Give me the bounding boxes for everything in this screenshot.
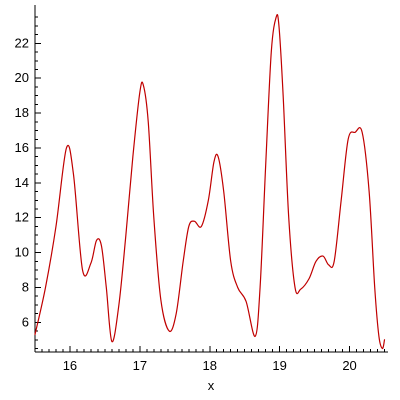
x-tick-label: 17 xyxy=(133,358,147,373)
x-tick-label: 16 xyxy=(63,358,77,373)
series-line-0 xyxy=(34,14,386,350)
y-tick-label: 16 xyxy=(15,140,29,155)
y-tick-label: 22 xyxy=(15,35,29,50)
y-tick-label: 20 xyxy=(15,70,29,85)
tick-labels-group: 16 17 18 19 20 6 8 10 12 14 16 18 20 22 xyxy=(15,35,357,373)
y-tick-label: 12 xyxy=(15,210,29,225)
y-tick-label: 14 xyxy=(15,175,29,190)
x-tick-label: 20 xyxy=(342,358,356,373)
y-tick-label: 10 xyxy=(15,245,29,260)
x-tick-label: 18 xyxy=(203,358,217,373)
y-tick-label: 6 xyxy=(22,314,29,329)
x-axis-title: x xyxy=(208,378,215,393)
y-tick-label: 8 xyxy=(22,279,29,294)
x-tick-label: 19 xyxy=(272,358,286,373)
ticks-group xyxy=(34,16,386,352)
y-tick-label: 18 xyxy=(15,105,29,120)
series-group xyxy=(34,14,386,350)
